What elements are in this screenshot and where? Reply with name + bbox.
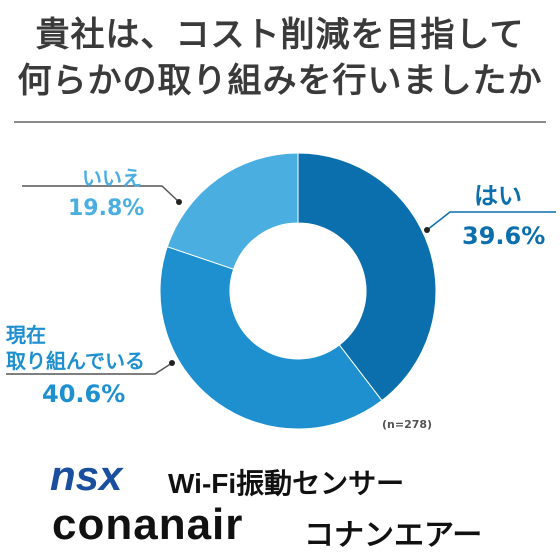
slice-no: [166, 152, 299, 270]
slice-yes: [297, 152, 437, 402]
slice-label-doing: 現在 取り組んでいる: [6, 322, 145, 374]
leader-doing: [6, 362, 173, 375]
nsx-logo-mark: nsx: [50, 452, 124, 499]
product-name: Wi-Fi振動センサー: [168, 468, 405, 499]
donut-slices: [159, 152, 437, 430]
slice-value-yes: 39.6%: [462, 222, 546, 250]
leader-doing-dot: [169, 360, 175, 366]
slice-doing: [159, 246, 383, 430]
title-line-2: 何らかの取り組みを行いましたか: [17, 61, 543, 101]
leader-no-dot: [176, 199, 182, 205]
slice-value-no: 19.8%: [68, 196, 145, 221]
leader-yes-dot: [424, 227, 430, 233]
title-line-1: 貴社は、コスト削減を目指して: [35, 15, 525, 55]
nsx-logo: nsx: [48, 452, 148, 502]
brand-kana: コナンエアー: [304, 519, 483, 552]
slice-value-doing: 40.6%: [42, 380, 126, 408]
slice-label-no: いいえ: [82, 166, 142, 190]
slice-label-yes: はい: [474, 182, 522, 210]
title-divider: [14, 121, 546, 123]
leader-lines: [6, 185, 556, 375]
sample-size-note: (n=278): [382, 418, 433, 431]
brand-name: conanair: [52, 500, 244, 549]
leader-no: [22, 185, 180, 203]
svg-text:nsx: nsx: [50, 454, 124, 498]
slice-label-doing-line1: 現在: [6, 323, 46, 347]
chart-title: 貴社は、コスト削減を目指して 何らかの取り組みを行いましたか: [0, 12, 560, 104]
leader-yes: [426, 211, 556, 231]
slice-label-doing-line2: 取り組んでいる: [6, 349, 145, 373]
